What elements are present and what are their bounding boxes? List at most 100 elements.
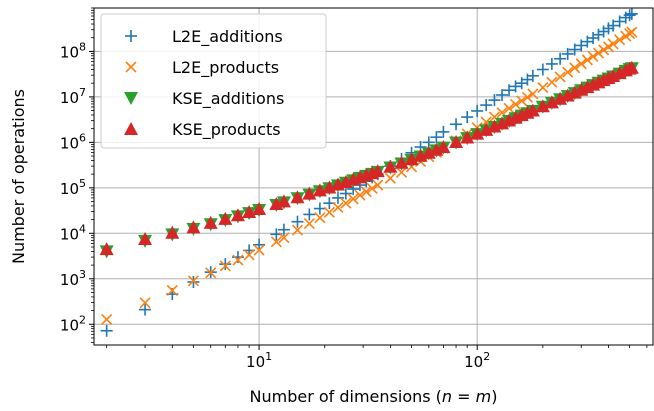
data-point — [230, 208, 245, 222]
data-point — [138, 231, 153, 245]
data-point — [302, 186, 317, 200]
data-point — [554, 71, 566, 83]
data-point — [436, 140, 451, 154]
legend-item: L2E_additions — [125, 27, 283, 47]
data-point — [430, 131, 443, 144]
data-point — [277, 223, 290, 236]
data-point — [554, 52, 567, 65]
legend-label: L2E_products — [172, 58, 279, 78]
data-point — [384, 172, 396, 184]
data-point — [252, 201, 267, 215]
axis-ticks: 101 102 102 103 104 105 106 107 108 — [60, 7, 648, 371]
data-point — [450, 118, 463, 131]
x-axis-title: Number of dimensions (n = m) — [250, 387, 498, 406]
data-point — [276, 194, 291, 208]
legend: L2E_additions L2E_products KSE_additions KS… — [100, 13, 327, 149]
data-point — [354, 189, 366, 201]
data-point — [598, 44, 610, 56]
data-point — [480, 99, 493, 112]
data-point — [99, 242, 114, 256]
x-tick-label: 102 — [464, 350, 490, 371]
data-point — [370, 164, 385, 178]
legend-item: L2E_products — [125, 58, 279, 78]
data-point — [347, 193, 359, 205]
data-point — [219, 258, 232, 271]
data-point — [219, 260, 231, 272]
data-point — [360, 186, 372, 198]
data-point — [383, 159, 398, 173]
data-point — [231, 251, 244, 264]
data-point — [568, 43, 581, 56]
data-point — [449, 135, 464, 149]
data-point — [597, 25, 610, 38]
data-point — [587, 50, 599, 62]
data-point — [575, 39, 588, 52]
data-point — [186, 220, 201, 234]
data-point — [253, 244, 265, 256]
data-point — [496, 88, 509, 101]
legend-box — [100, 13, 327, 149]
data-point — [613, 15, 626, 28]
data-point — [471, 104, 484, 117]
data-point — [165, 225, 180, 239]
data-point — [592, 47, 605, 59]
data-point — [545, 57, 558, 70]
data-point — [488, 94, 501, 107]
legend-marker — [125, 30, 137, 42]
legend-item: KSE_products — [124, 120, 281, 140]
legend-marker — [124, 92, 138, 105]
legend-item: KSE_additions — [124, 89, 284, 109]
data-point — [503, 84, 516, 97]
plot-frame — [93, 7, 654, 346]
y-tick-label: 106 — [60, 131, 86, 152]
data-point — [331, 191, 344, 204]
legend-marker — [125, 61, 137, 73]
data-point — [461, 111, 474, 124]
data-point — [553, 91, 568, 105]
data-point — [527, 88, 539, 100]
data-point — [561, 47, 574, 60]
data-point — [166, 284, 178, 297]
data-point — [521, 91, 534, 103]
data-point — [562, 66, 574, 78]
data-point — [535, 99, 550, 113]
legend-marker — [124, 122, 138, 135]
data-point — [525, 103, 540, 117]
data-point — [509, 80, 522, 93]
data-point — [314, 212, 326, 224]
data-point — [394, 155, 409, 169]
data-point — [479, 122, 494, 136]
data-point — [437, 125, 450, 138]
data-point — [470, 126, 485, 140]
y-tick-label: 103 — [60, 268, 86, 289]
data-point — [569, 62, 581, 74]
data-point — [460, 130, 475, 144]
data-point — [575, 58, 587, 70]
data-point — [323, 206, 335, 218]
data-point — [626, 26, 638, 38]
data-point — [614, 34, 626, 46]
y-tick-label: 105 — [60, 177, 86, 198]
legend-label: KSE_additions — [172, 89, 284, 109]
data-point — [303, 217, 315, 230]
data-point — [187, 275, 200, 288]
y-tick-label: 104 — [60, 222, 86, 243]
data-point — [510, 98, 522, 111]
data-point — [544, 95, 559, 109]
y-tick-label: 102 — [60, 313, 86, 334]
data-point — [291, 224, 304, 236]
data-point — [303, 208, 316, 221]
data-point — [187, 275, 200, 287]
data-point — [139, 303, 152, 316]
data-point — [546, 76, 558, 88]
y-axis-title: Number of operations — [9, 89, 28, 264]
data-point — [313, 202, 326, 215]
data-point — [332, 201, 344, 214]
data-point — [404, 152, 419, 166]
data-point — [270, 236, 282, 248]
data-point — [205, 267, 217, 279]
data-point — [340, 197, 352, 209]
data-point — [101, 313, 113, 325]
data-point — [291, 215, 304, 228]
